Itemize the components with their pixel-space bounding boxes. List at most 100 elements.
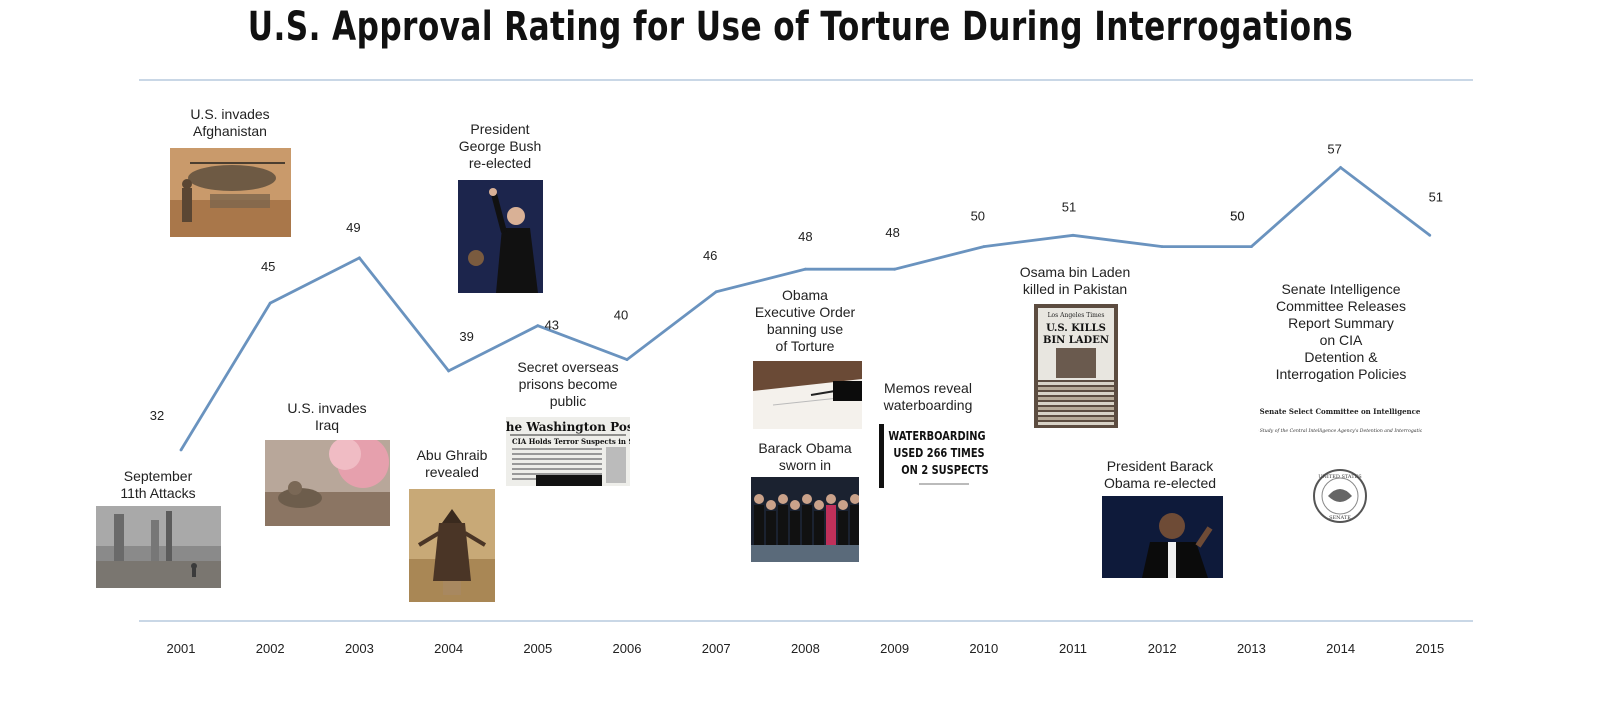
annotation-sworn-in: Barack Obama sworn in bbox=[758, 440, 851, 474]
annotation-line: Secret overseas bbox=[517, 359, 619, 375]
data-label: 50 bbox=[1230, 209, 1244, 224]
x-tick-label: 2011 bbox=[1059, 641, 1087, 656]
data-point bbox=[268, 301, 272, 305]
headline-clipping: WATERBOARDING USED 266 TIMES ON 2 SUSPEC… bbox=[879, 424, 992, 488]
annotation-line: Committee Releases bbox=[1276, 298, 1406, 314]
signing-photo bbox=[753, 361, 862, 429]
data-point bbox=[1071, 233, 1075, 237]
x-tick-label: 2013 bbox=[1237, 641, 1266, 656]
annotation-line: of Torture bbox=[775, 338, 835, 354]
data-label: 48 bbox=[798, 229, 812, 244]
annotation-obama-reelected: President Barack Obama re-elected bbox=[1104, 458, 1216, 492]
annotation-abu-ghraib: Abu Ghraib revealed bbox=[417, 447, 488, 481]
x-tick-label: 2002 bbox=[256, 641, 285, 656]
data-point bbox=[625, 358, 629, 361]
data-point bbox=[893, 267, 896, 271]
inauguration-photo bbox=[751, 477, 859, 562]
annotation-line: Obama bbox=[782, 287, 828, 303]
x-tick-label: 2010 bbox=[969, 641, 998, 656]
data-label: 45 bbox=[261, 259, 275, 274]
svg-text:Committee Study of the Central: Committee Study of the Central Intellige… bbox=[1258, 428, 1422, 434]
annotation-line: Afghanistan bbox=[193, 123, 267, 139]
annotation-line: killed in Pakistan bbox=[1022, 281, 1128, 297]
annotation-line: Osama bin Laden bbox=[1019, 264, 1131, 280]
data-point bbox=[1250, 245, 1253, 249]
data-point bbox=[447, 369, 450, 373]
data-point bbox=[1160, 245, 1164, 249]
svg-text:ON 2 SUSPECTS: ON 2 SUSPECTS bbox=[901, 463, 988, 477]
x-tick-label: 2014 bbox=[1326, 641, 1355, 656]
annotation-line: U.S. invades bbox=[190, 106, 270, 122]
annotation-bush: President George Bush re-elected bbox=[459, 121, 542, 172]
obama-photo bbox=[1102, 496, 1223, 578]
x-tick-label: 2005 bbox=[523, 641, 552, 656]
annotation-line: President bbox=[470, 121, 530, 137]
chart-title: U.S. Approval Rating for Use of Torture … bbox=[247, 4, 1354, 50]
annotation-line: sworn in bbox=[778, 457, 832, 473]
annotation-line: re-elected bbox=[468, 155, 532, 171]
svg-text:Senate Select Committee on Int: Senate Select Committee on Intelligence bbox=[1260, 407, 1421, 416]
annotation-line: 11th Attacks bbox=[120, 485, 196, 501]
annotation-line: Obama re-elected bbox=[1103, 475, 1217, 491]
data-label: 57 bbox=[1327, 142, 1341, 157]
annotation-line: prisons become bbox=[518, 376, 618, 392]
data-label: 39 bbox=[459, 329, 473, 344]
svg-text:UNITED STATES: UNITED STATES bbox=[1318, 474, 1362, 480]
annotation-line: President Barack bbox=[1106, 458, 1214, 474]
data-label: 43 bbox=[545, 318, 559, 333]
annotation-line: Executive Order bbox=[754, 304, 856, 320]
helicopter-photo bbox=[170, 148, 291, 237]
annotation-line: on CIA bbox=[1319, 332, 1363, 348]
data-label: 51 bbox=[1429, 189, 1443, 204]
data-point bbox=[536, 324, 540, 328]
annotation-sept11: September 11th Attacks bbox=[120, 468, 195, 502]
bush-photo bbox=[458, 180, 543, 293]
data-label: 32 bbox=[150, 408, 164, 423]
annotation-line: Abu Ghraib bbox=[416, 447, 488, 463]
battlefield-photo bbox=[265, 440, 390, 526]
x-tick-label: 2009 bbox=[880, 641, 909, 656]
annotation-bin-laden: Osama bin Laden killed in Pakistan bbox=[1020, 264, 1131, 298]
svg-text:The Washington Post: The Washington Post bbox=[506, 420, 630, 434]
annotation-line: Interrogation Policies bbox=[1275, 366, 1407, 382]
annotation-line: public bbox=[549, 393, 587, 409]
annotation-prisons: Secret overseas prisons become public bbox=[517, 359, 618, 410]
data-point bbox=[1339, 166, 1342, 169]
annotation-executive-order: Obama Executive Order banning use of Tortur… bbox=[755, 287, 855, 355]
x-tick-label: 2012 bbox=[1148, 641, 1177, 656]
data-label: 48 bbox=[885, 225, 899, 240]
svg-text:USED 266 TIMES: USED 266 TIMES bbox=[893, 446, 984, 460]
annotation-line: September bbox=[123, 468, 193, 484]
annotation-senate: Senate Intelligence Committee Releases Rep… bbox=[1276, 281, 1407, 383]
annotation-line: Barack Obama bbox=[758, 440, 852, 456]
data-point bbox=[1428, 233, 1432, 237]
data-label: 51 bbox=[1062, 199, 1076, 214]
x-tick-label: 2003 bbox=[345, 641, 374, 656]
x-tick-label: 2008 bbox=[791, 641, 820, 656]
data-point bbox=[804, 267, 807, 271]
annotation-line: Report Summary bbox=[1288, 315, 1394, 331]
svg-text:U.S. KILLS: U.S. KILLS bbox=[1046, 323, 1106, 334]
annotation-line: U.S. invades bbox=[287, 400, 367, 416]
annotation-afghanistan: U.S. invades Afghanistan bbox=[190, 106, 269, 140]
data-label: 49 bbox=[346, 220, 360, 235]
data-point bbox=[358, 256, 361, 260]
x-tick-label: 2001 bbox=[167, 641, 196, 656]
x-tick-label: 2006 bbox=[613, 641, 642, 656]
hooded-prisoner-photo bbox=[409, 489, 495, 602]
data-label: 46 bbox=[703, 248, 717, 263]
annotation-line: Senate Intelligence bbox=[1281, 281, 1401, 297]
data-label: 40 bbox=[614, 308, 628, 323]
svg-text:BIN LADEN: BIN LADEN bbox=[1043, 335, 1109, 346]
annotation-line: George Bush bbox=[458, 138, 542, 154]
x-tick-label: 2004 bbox=[434, 641, 463, 656]
svg-text:WATERBOARDING: WATERBOARDING bbox=[888, 429, 985, 443]
data-point bbox=[179, 448, 183, 452]
annotation-line: Detention & bbox=[1304, 349, 1378, 365]
annotation-line: Iraq bbox=[314, 417, 340, 433]
svg-text:CIA Holds Terror Suspects in S: CIA Holds Terror Suspects in Secret Pris… bbox=[512, 437, 630, 446]
senate-report-cover: Senate Select Committee on Intelligence … bbox=[1258, 404, 1422, 534]
annotation-line: banning use bbox=[766, 321, 844, 337]
svg-text:Los Angeles Times: Los Angeles Times bbox=[1048, 312, 1105, 319]
